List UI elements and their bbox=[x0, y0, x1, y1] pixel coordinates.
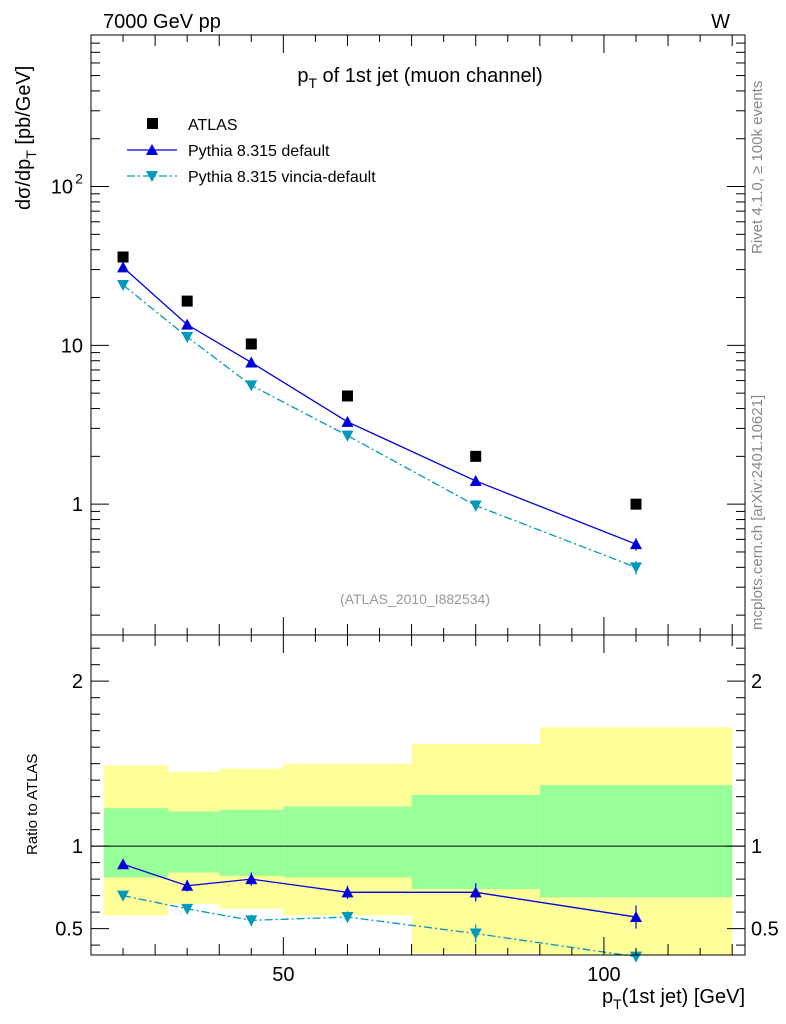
ratio-band-inner bbox=[411, 795, 540, 890]
y-tick-sup: 2 bbox=[75, 171, 83, 187]
ratio-y-axis-label: Ratio to ATLAS bbox=[24, 754, 41, 855]
y-tick-label: 10 bbox=[51, 177, 73, 199]
ratio-default-point bbox=[341, 886, 354, 898]
ylabel-sub: T bbox=[23, 150, 39, 159]
rivet-label: Rivet 4.1.0, ≥ 100k events bbox=[749, 81, 766, 254]
ratio-band-inner bbox=[539, 785, 733, 898]
ratio-vincia-point bbox=[117, 890, 130, 902]
ratio-tick-label-right: 2 bbox=[751, 671, 762, 693]
legend-atlas-label: ATLAS bbox=[188, 117, 238, 134]
atlas-point bbox=[245, 338, 257, 350]
ratio-default-point bbox=[469, 886, 482, 898]
atlas-point bbox=[341, 390, 353, 402]
x-axis-label: pT(1st jet) [GeV] bbox=[602, 986, 745, 1012]
title-rest: of 1st jet (muon channel) bbox=[317, 65, 543, 87]
default-point bbox=[181, 318, 194, 330]
ratio-band-inner bbox=[103, 808, 168, 878]
ratio-tick-label-right: 0.5 bbox=[751, 919, 779, 941]
vincia-point bbox=[630, 562, 642, 574]
legend-vincia-marker bbox=[146, 171, 158, 182]
ratio-tick-label-left: 0.5 bbox=[55, 919, 83, 941]
default-point bbox=[469, 474, 482, 486]
y-tick-label: 1 bbox=[72, 494, 83, 516]
vincia-point bbox=[181, 331, 194, 343]
legend-default-marker bbox=[146, 144, 158, 155]
ratio-line-vincia bbox=[122, 894, 637, 958]
ylabel-main: dσ/dp bbox=[13, 159, 35, 210]
y-tick-label: 10 bbox=[61, 335, 83, 357]
x-tick-label: 100 bbox=[587, 964, 620, 986]
atlas-point bbox=[181, 295, 193, 307]
y-axis-label: dσ/dpT [pb/GeV] bbox=[13, 66, 39, 210]
ratio-data-layer bbox=[91, 727, 745, 963]
ratio-tick-label-left: 2 bbox=[72, 671, 83, 693]
legend-default-label: Pythia 8.315 default bbox=[188, 143, 330, 160]
default-point bbox=[245, 356, 258, 368]
process-label: W bbox=[711, 11, 730, 33]
ratio-band-inner bbox=[219, 809, 284, 876]
vincia-point bbox=[245, 380, 258, 392]
ratio-default-point bbox=[630, 911, 642, 923]
ratio-vincia-point bbox=[245, 915, 258, 927]
atlas-point bbox=[117, 251, 129, 263]
atlas-point bbox=[470, 450, 482, 462]
ylabel-unit: [pb/GeV] bbox=[13, 66, 35, 151]
vincia-point bbox=[469, 500, 482, 512]
x-tick-label: 50 bbox=[272, 964, 294, 986]
analysis-id: (ATLAS_2010_I882534) bbox=[340, 591, 490, 607]
legend-atlas-marker bbox=[147, 118, 158, 129]
ratio-band-inner bbox=[167, 811, 220, 873]
ratio-tick-label-left: 1 bbox=[72, 836, 83, 858]
default-point bbox=[341, 415, 354, 427]
default-point bbox=[630, 538, 642, 550]
legend-vincia-label: Pythia 8.315 vincia-default bbox=[188, 169, 376, 186]
vincia-point bbox=[117, 279, 130, 291]
ratio-vincia-point bbox=[341, 912, 354, 924]
title-sub: T bbox=[308, 75, 317, 91]
atlas-point bbox=[630, 498, 642, 510]
ratio-ticks: 50 100 0.5 0.5 1 1 2 2 bbox=[55, 635, 779, 986]
default-point bbox=[117, 261, 130, 273]
xlabel-sub: T bbox=[613, 996, 622, 1012]
series-line-pythia-default bbox=[122, 266, 637, 545]
legend: ATLAS Pythia 8.315 default Pythia 8.315 … bbox=[127, 117, 376, 186]
main-data-layer bbox=[117, 251, 642, 575]
ratio-vincia-point bbox=[469, 928, 482, 940]
xlabel-rest: (1st jet) [GeV] bbox=[622, 986, 745, 1008]
ratio-frame bbox=[90, 634, 746, 956]
series-line-pythia-vincia bbox=[122, 284, 637, 568]
chart-title: pT of 1st jet (muon channel) bbox=[297, 65, 542, 91]
ratio-default-point bbox=[117, 858, 130, 870]
ratio-vincia-point bbox=[630, 951, 642, 963]
vincia-point bbox=[341, 430, 354, 442]
ratio-default-point bbox=[181, 879, 194, 891]
xlabel-main: p bbox=[602, 986, 613, 1008]
mcplots-label: mcplots.cern.ch [arXiv:2401.10621] bbox=[749, 395, 766, 630]
ratio-line-default bbox=[122, 863, 637, 918]
title-main: p bbox=[297, 65, 308, 87]
ratio-vincia-point bbox=[181, 903, 194, 915]
ratio-tick-label-right: 1 bbox=[751, 836, 762, 858]
ratio-band-inner bbox=[283, 806, 412, 878]
collision-label: 7000 GeV pp bbox=[103, 11, 221, 33]
ratio-panel: 50 100 0.5 0.5 1 1 2 2 bbox=[55, 634, 779, 986]
ratio-default-point bbox=[245, 873, 258, 885]
